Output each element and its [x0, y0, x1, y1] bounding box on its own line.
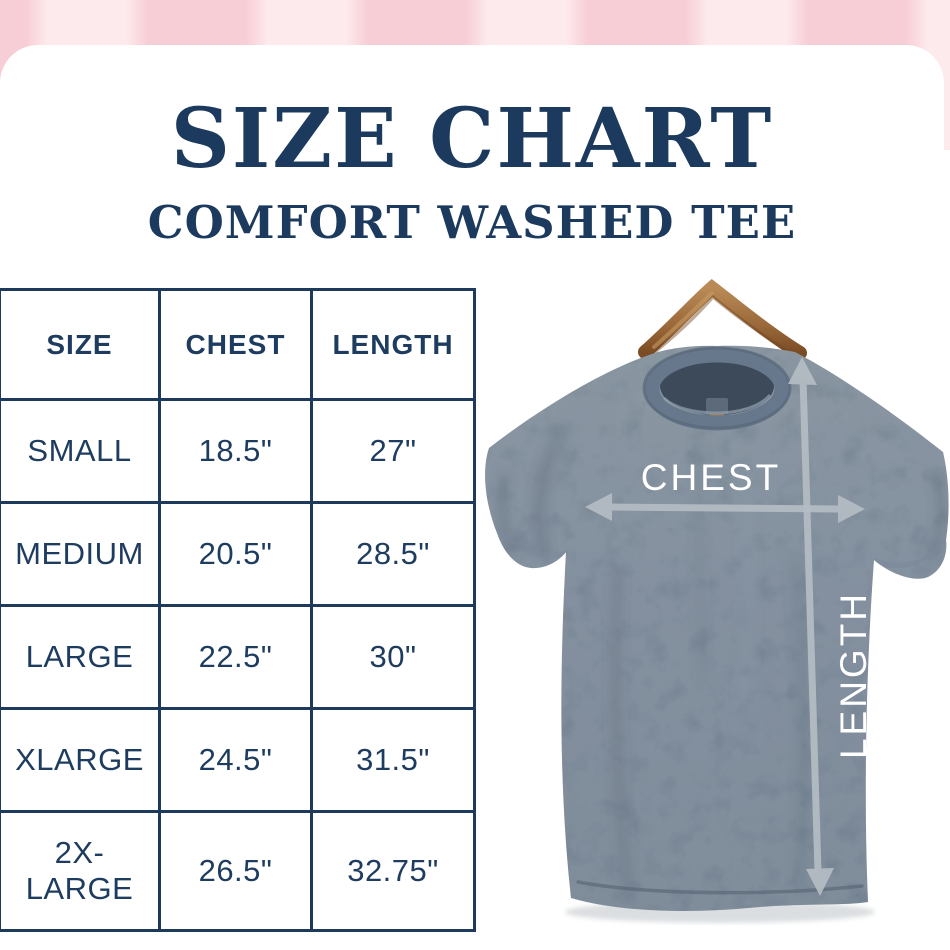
hanger-icon — [638, 278, 807, 360]
header-chest: CHEST — [158, 288, 313, 401]
cell-size: XLARGE — [0, 707, 161, 813]
cell-chest: 18.5" — [158, 398, 313, 504]
cell-chest: 22.5" — [158, 604, 313, 710]
length-label: LENGTH — [833, 591, 874, 759]
header-length: LENGTH — [310, 288, 476, 401]
cell-length: 32.75" — [310, 810, 476, 932]
cell-length: 30" — [310, 604, 476, 710]
page-subtitle: COMFORT WASHED TEE — [147, 196, 797, 249]
cell-chest: 20.5" — [158, 501, 313, 607]
cell-size: SMALL — [0, 398, 161, 504]
table-row: 2X-LARGE 26.5" 32.75" — [0, 810, 476, 932]
cell-chest: 24.5" — [158, 707, 313, 813]
table-row: XLARGE 24.5" 31.5" — [0, 707, 476, 813]
cell-size: LARGE — [0, 604, 161, 710]
header-size: SIZE — [0, 288, 161, 401]
collar-graphic — [642, 346, 792, 431]
cell-length: 28.5" — [310, 501, 476, 607]
table-header-row: SIZE CHEST LENGTH — [0, 288, 476, 401]
cell-chest: 26.5" — [158, 810, 313, 932]
size-chart-table: SIZE CHEST LENGTH SMALL 18.5" 27" MEDIUM… — [0, 288, 476, 932]
table-row: SMALL 18.5" 27" — [0, 398, 476, 504]
cell-length: 27" — [310, 398, 476, 504]
table-row: LARGE 22.5" 30" — [0, 604, 476, 710]
chest-label: CHEST — [641, 457, 781, 498]
length-arrow — [788, 357, 834, 896]
tshirt-diagram: CHEST LENGTH — [478, 268, 950, 950]
cell-size: 2X-LARGE — [0, 810, 161, 932]
cell-size: MEDIUM — [0, 501, 161, 607]
tshirt-graphic — [485, 345, 949, 911]
page-title: SIZE CHART — [170, 91, 774, 187]
cell-length: 31.5" — [310, 707, 476, 813]
table-row: MEDIUM 20.5" 28.5" — [0, 501, 476, 607]
chest-arrow — [585, 493, 865, 523]
